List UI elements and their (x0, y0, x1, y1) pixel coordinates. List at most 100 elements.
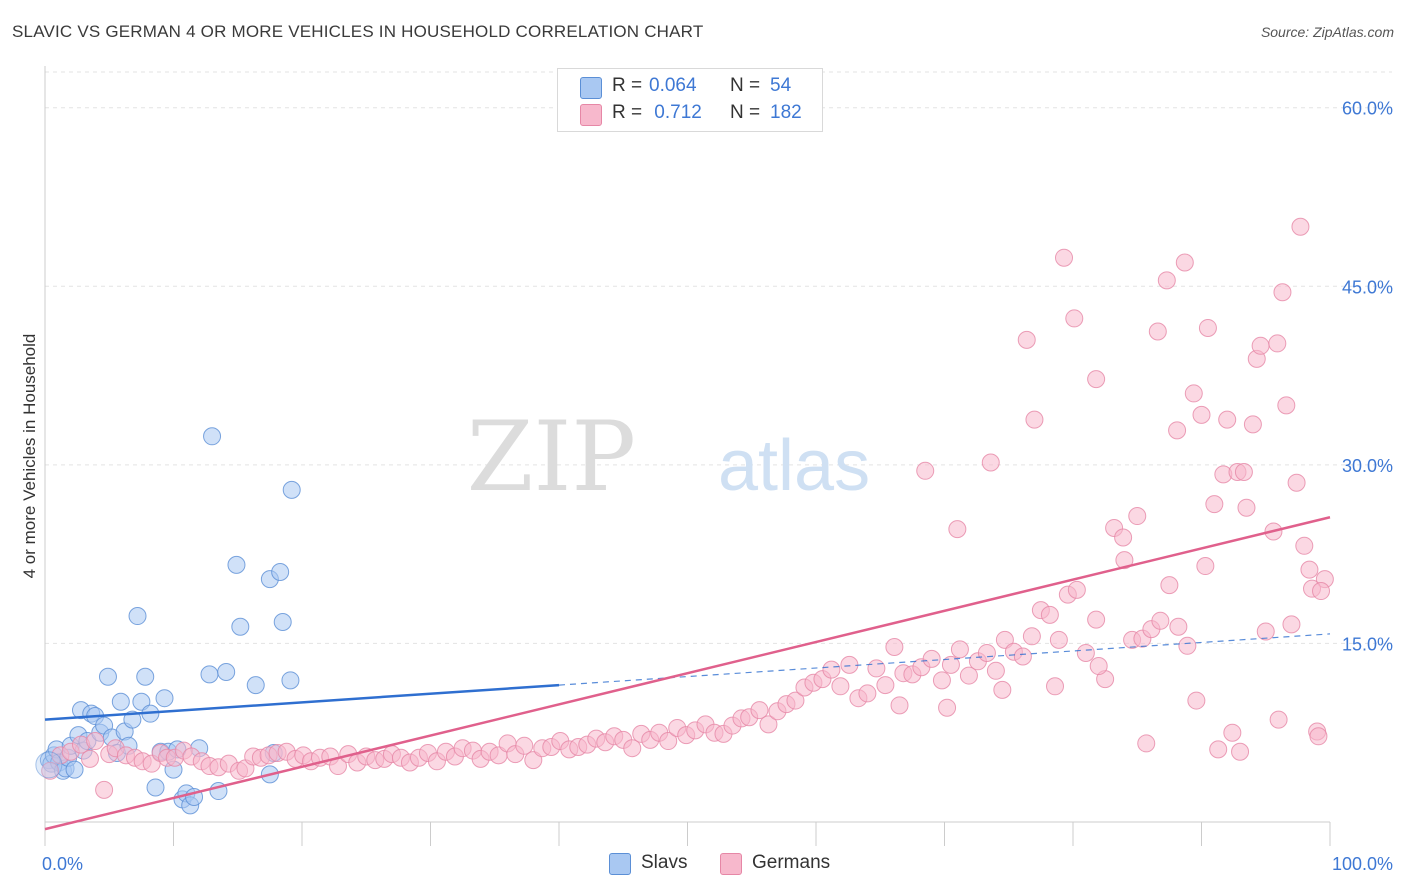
german-point (1046, 677, 1065, 696)
german-point (1309, 727, 1328, 746)
german-point (524, 751, 543, 770)
german-point (1231, 742, 1250, 761)
german-point (1055, 248, 1074, 267)
germans-legend-swatch (720, 853, 742, 875)
n-value: 54 (770, 75, 792, 96)
slav-point (123, 710, 142, 729)
stats-legend: R = 0.064 N = 54 R = 0.712 N = 182 (557, 68, 823, 132)
german-point (932, 671, 951, 690)
german-point (1087, 370, 1106, 389)
slav-point (282, 480, 301, 499)
german-point (786, 691, 805, 710)
german-point (831, 677, 850, 696)
german-point (1312, 582, 1331, 601)
german-point (867, 659, 886, 678)
slav-point (203, 427, 222, 446)
german-point (41, 761, 60, 780)
german-point (916, 461, 935, 480)
n-value: 182 (770, 102, 802, 123)
german-point (1013, 647, 1032, 666)
german-point (1209, 740, 1228, 759)
german-point (1148, 322, 1167, 341)
german-point (822, 660, 841, 679)
german-point (959, 666, 978, 685)
german-point (1184, 384, 1203, 403)
slav-point (217, 663, 236, 681)
source-credit: Source: ZipAtlas.com (1260, 24, 1394, 40)
german-point (1137, 734, 1156, 753)
german-point (1168, 421, 1187, 440)
german-point (623, 739, 642, 758)
german-point (1115, 551, 1134, 570)
german-point (995, 630, 1014, 649)
german-point (1089, 657, 1108, 676)
german-point (1268, 334, 1287, 353)
german-point (80, 749, 99, 768)
germans-swatch (580, 104, 602, 126)
german-point (1151, 611, 1170, 630)
r-label: R = (612, 102, 648, 123)
german-point (1128, 507, 1147, 526)
grid-lines (45, 71, 1392, 644)
german-point (1017, 330, 1036, 349)
r-label: R = (612, 75, 648, 96)
german-point (1218, 410, 1237, 429)
german-point (1243, 415, 1262, 434)
german-point (1256, 622, 1275, 641)
german-point (1198, 318, 1217, 337)
tick-labels: 15.0% 30.0% 45.0% 60.0% 0.0% 100.0% (42, 99, 1393, 874)
slav-point (271, 563, 290, 581)
german-point (759, 715, 778, 734)
slav-point (136, 667, 155, 686)
x-tick-label: 0.0% (42, 854, 83, 874)
y-tick-label: 60.0% (1342, 99, 1393, 119)
german-point (922, 649, 941, 668)
german-point (1114, 528, 1133, 547)
slav-point (155, 689, 174, 708)
german-point (659, 732, 678, 751)
legend-label-slavs: Slavs (641, 852, 688, 873)
german-point (1025, 410, 1044, 429)
n-label: N = (730, 102, 766, 123)
zipatlas-watermark: ZIP atlas (467, 401, 870, 513)
slavs-trend-line (44, 683, 560, 721)
german-point (1157, 271, 1176, 290)
german-point (876, 676, 895, 695)
german-point (981, 453, 1000, 472)
slavs-trend-extension (558, 633, 1331, 686)
german-point (1273, 283, 1292, 302)
german-point (986, 661, 1005, 680)
series-legend: Slavs Germans (0, 852, 1406, 878)
german-point (1205, 495, 1224, 514)
r-value: 0.712 (649, 102, 702, 123)
german-point (977, 643, 996, 662)
german-point (1178, 636, 1197, 655)
german-point (1237, 498, 1256, 517)
german-point (1076, 643, 1095, 662)
axes (44, 66, 1331, 846)
german-point (1022, 627, 1041, 646)
german-point (86, 732, 105, 751)
slav-point (281, 671, 300, 690)
x-tick-label: 100.0% (1332, 854, 1393, 874)
german-point (1287, 473, 1306, 492)
slav-point (146, 778, 165, 797)
slav-point (200, 665, 219, 684)
r-value: 0.064 (649, 75, 697, 96)
german-point (95, 780, 114, 799)
german-point (890, 696, 909, 715)
y-tick-label: 15.0% (1342, 634, 1393, 654)
german-point (948, 520, 967, 539)
slav-point (246, 676, 265, 695)
german-point (1300, 560, 1319, 579)
german-point (1169, 617, 1188, 636)
german-point (885, 638, 904, 656)
slav-point (227, 555, 246, 574)
slavs-legend-swatch (609, 853, 631, 875)
german-point (1065, 309, 1084, 328)
german-point (1175, 253, 1194, 272)
germans-trend-line (44, 516, 1331, 831)
german-point (938, 698, 957, 717)
german-point (1087, 610, 1106, 629)
slav-point (231, 617, 250, 636)
